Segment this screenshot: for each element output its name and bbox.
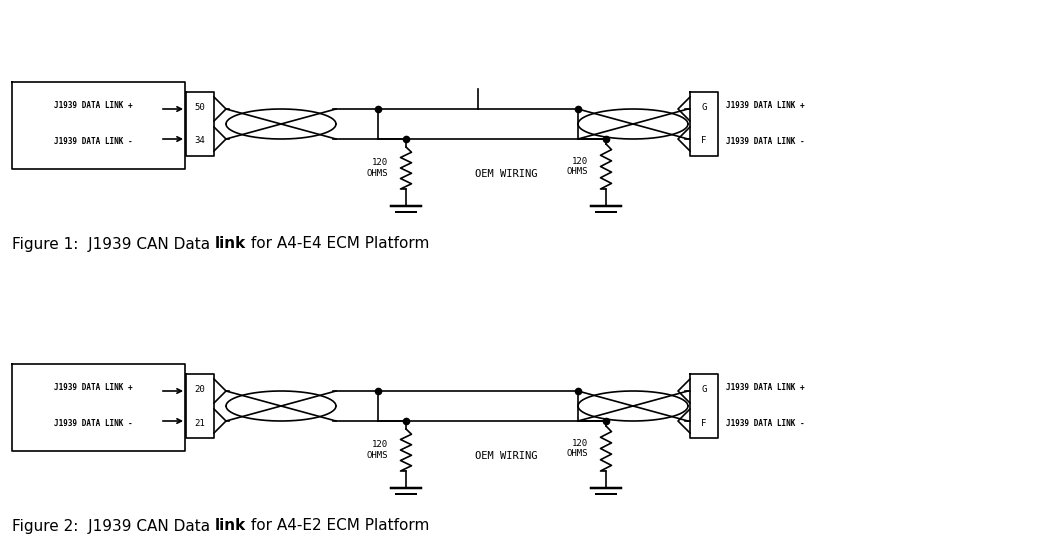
Text: 20: 20: [195, 384, 205, 393]
Text: F: F: [701, 136, 706, 146]
Text: 120
OHMS: 120 OHMS: [367, 158, 388, 178]
Text: J1939 DATA LINK +: J1939 DATA LINK +: [726, 383, 804, 392]
Text: link: link: [215, 519, 246, 534]
Text: for A4-E2 ECM Platform: for A4-E2 ECM Platform: [246, 519, 429, 534]
Text: Figure 2:  J1939 CAN Data: Figure 2: J1939 CAN Data: [13, 519, 215, 534]
Text: 120
OHMS: 120 OHMS: [367, 440, 388, 460]
Text: 34: 34: [195, 136, 205, 146]
Text: 120
OHMS: 120 OHMS: [567, 157, 588, 176]
Text: link: link: [215, 237, 246, 252]
Text: J1939 DATA LINK +: J1939 DATA LINK +: [54, 101, 132, 110]
Text: J1939 DATA LINK -: J1939 DATA LINK -: [54, 137, 132, 146]
Text: J1939 DATA LINK +: J1939 DATA LINK +: [54, 383, 132, 392]
Text: 50: 50: [195, 102, 205, 111]
Text: G: G: [701, 102, 706, 111]
Text: F: F: [701, 418, 706, 428]
Text: Figure 1:  J1939 CAN Data: Figure 1: J1939 CAN Data: [13, 237, 215, 252]
Text: J1939 DATA LINK -: J1939 DATA LINK -: [726, 137, 804, 146]
Text: J1939 DATA LINK +: J1939 DATA LINK +: [726, 101, 804, 110]
Text: 21: 21: [195, 418, 205, 428]
Text: for A4-E4 ECM Platform: for A4-E4 ECM Platform: [246, 237, 429, 252]
Text: OEM WIRING: OEM WIRING: [475, 451, 538, 461]
Text: G: G: [701, 384, 706, 393]
Text: 120
OHMS: 120 OHMS: [567, 439, 588, 458]
Text: J1939 DATA LINK -: J1939 DATA LINK -: [54, 419, 132, 428]
Text: OEM WIRING: OEM WIRING: [475, 169, 538, 179]
Text: J1939 DATA LINK -: J1939 DATA LINK -: [726, 419, 804, 428]
